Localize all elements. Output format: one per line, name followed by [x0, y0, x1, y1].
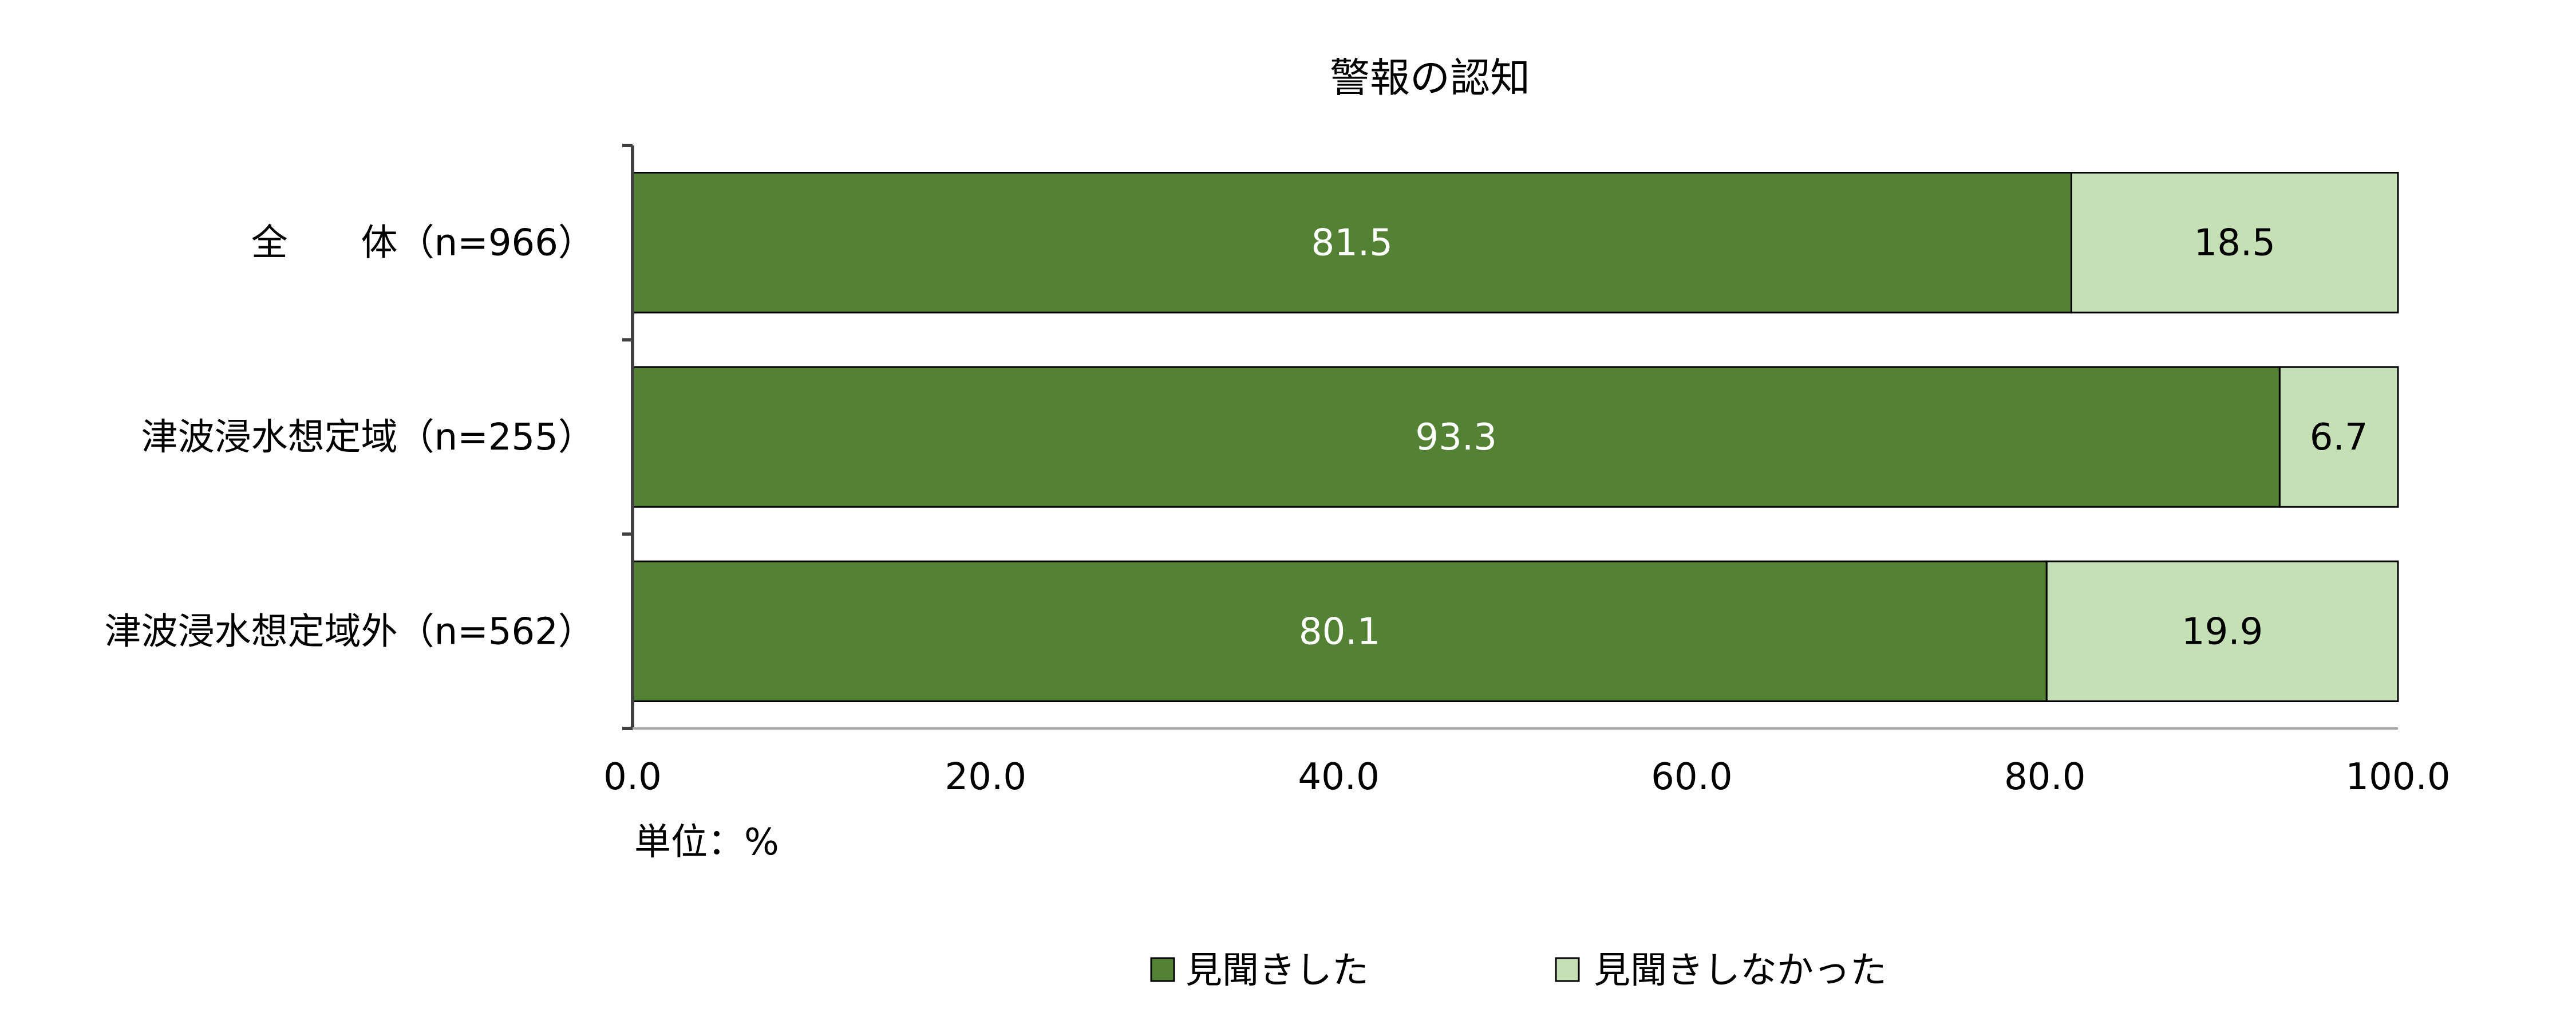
bar-segment	[631, 366, 2281, 508]
data-label: 19.9	[2182, 610, 2263, 653]
bars-group: 81.5 18.5 93.3 6.7 80.1 19.9	[631, 172, 2399, 702]
bar-segment	[2070, 172, 2399, 314]
bar-segment	[631, 172, 2072, 314]
x-tick-label: 100.0	[2345, 756, 2450, 798]
legend: 見聞きした 見聞きしなかった	[1150, 950, 1887, 992]
data-label: 18.5	[2194, 222, 2275, 265]
legend-label: 見聞きした	[1186, 950, 1369, 992]
bar-segment	[631, 560, 2048, 702]
x-tick-label: 0.0	[603, 756, 662, 798]
bar-segment	[2045, 560, 2399, 702]
data-label: 81.5	[1311, 222, 1393, 265]
data-label: 80.1	[1299, 610, 1381, 653]
category-label: 津波浸水想定域（n=255）	[141, 416, 595, 459]
bar-segment	[2278, 366, 2399, 508]
x-tick-label: 20.0	[945, 756, 1027, 798]
category-label: 津波浸水想定域外（n=562）	[105, 610, 595, 653]
unit-label: 単位：%	[634, 821, 779, 864]
x-tick-label: 60.0	[1651, 756, 1733, 798]
legend-label: 見聞きしなかった	[1594, 950, 1887, 992]
data-label: 6.7	[2310, 416, 2368, 459]
category-label: 全 体（n=966）	[251, 222, 595, 265]
x-tick-label: 40.0	[1298, 756, 1380, 798]
data-label: 93.3	[1415, 416, 1497, 459]
legend-swatch	[1150, 957, 1175, 982]
axes-group: 全 体（n=966） 津波浸水想定域（n=255） 津波浸水想定域外（n=562） 0…	[105, 144, 2451, 798]
chart-title: 警報の認知	[1330, 54, 1530, 101]
legend-swatch	[1555, 957, 1580, 982]
x-tick-label: 80.0	[2004, 756, 2086, 798]
